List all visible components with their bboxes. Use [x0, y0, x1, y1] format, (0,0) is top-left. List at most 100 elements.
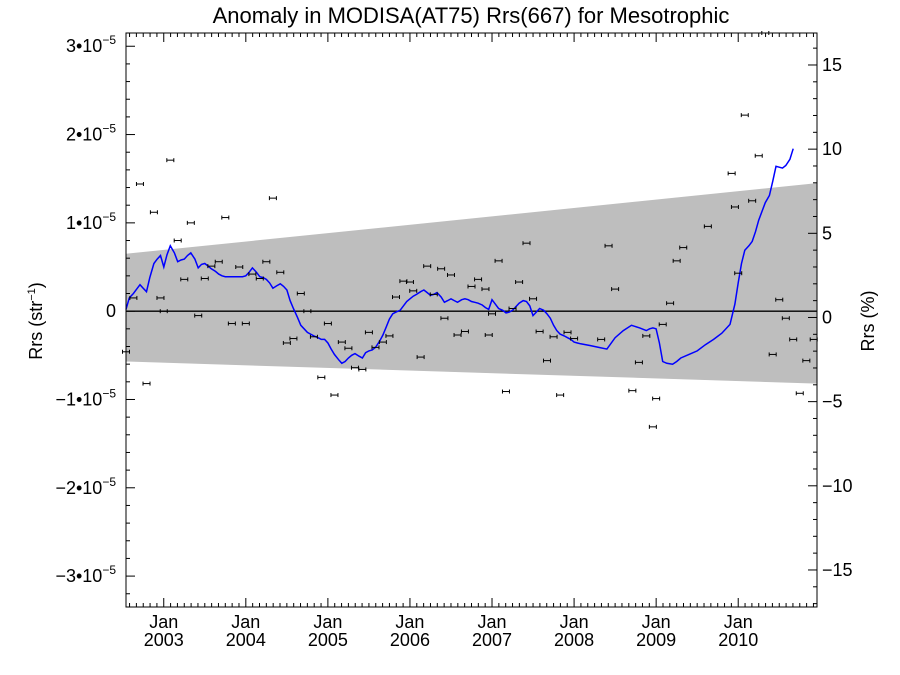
- data-point: [159, 309, 168, 314]
- x-tick-month: Jan: [560, 612, 589, 632]
- data-point: [289, 336, 298, 341]
- data-point: [515, 280, 524, 285]
- data-point: [634, 360, 643, 365]
- x-tick-month: Jan: [395, 612, 424, 632]
- data-point: [317, 375, 326, 380]
- x-tick-month: Jan: [231, 612, 260, 632]
- data-point: [672, 258, 681, 263]
- left-tick-label: 2•10−5: [66, 122, 116, 145]
- x-tick-month: Jan: [313, 612, 342, 632]
- data-point: [556, 393, 565, 398]
- x-tick-year: 2006: [390, 630, 430, 650]
- data-point: [440, 316, 449, 321]
- data-point: [543, 358, 552, 363]
- x-axis-tick-labels: Jan2003Jan2004Jan2005Jan2006Jan2007Jan20…: [144, 612, 759, 650]
- left-tick-label: −3•10−5: [55, 563, 116, 586]
- data-point: [344, 346, 353, 351]
- x-tick-year: 2009: [636, 630, 676, 650]
- x-tick-month: Jan: [478, 612, 507, 632]
- data-point: [129, 295, 138, 300]
- data-point: [371, 345, 380, 350]
- data-point: [200, 276, 209, 281]
- x-tick-month: Jan: [642, 612, 671, 632]
- left-tick-label: −2•10−5: [55, 475, 116, 498]
- data-point: [446, 272, 455, 277]
- anomaly-points: [122, 31, 818, 429]
- data-point: [142, 381, 151, 386]
- right-tick-label: 10: [822, 139, 842, 159]
- y-axis-label-text: Rrs (str: [26, 301, 46, 360]
- data-point: [166, 158, 175, 163]
- data-point: [358, 367, 367, 372]
- data-point: [276, 270, 285, 275]
- data-point: [296, 291, 305, 296]
- x-tick-month: Jan: [724, 612, 753, 632]
- data-point: [337, 340, 346, 345]
- data-point: [570, 336, 579, 341]
- data-point: [730, 204, 739, 209]
- data-point: [549, 334, 558, 339]
- data-point: [173, 238, 182, 243]
- data-point: [484, 333, 493, 338]
- data-point: [522, 241, 531, 246]
- data-point: [282, 340, 291, 345]
- data-point: [429, 292, 438, 297]
- right-tick-label: 5: [822, 223, 832, 243]
- data-point: [248, 272, 257, 277]
- data-point: [227, 321, 236, 326]
- data-point: [658, 322, 667, 327]
- data-point: [149, 210, 158, 215]
- data-point: [666, 301, 675, 306]
- chart-title: Anomaly in MODISA(AT75) Rrs(667) for Mes…: [213, 3, 730, 28]
- data-point: [268, 196, 277, 201]
- x-tick-year: 2008: [554, 630, 594, 650]
- right-tick-label: 0: [822, 307, 832, 327]
- data-point: [703, 224, 712, 229]
- data-point: [652, 396, 661, 401]
- right-tick-label: 15: [822, 55, 842, 75]
- data-point: [529, 296, 538, 301]
- data-point: [309, 334, 318, 339]
- y-axis-label: Rrs (str−1): [26, 282, 46, 360]
- data-point: [453, 333, 462, 338]
- data-point: [474, 277, 483, 282]
- x-tick-year: 2003: [144, 630, 184, 650]
- data-point: [535, 329, 544, 334]
- data-point: [775, 297, 784, 302]
- data-point: [194, 313, 203, 318]
- x-tick-year: 2007: [472, 630, 512, 650]
- data-point: [597, 337, 606, 342]
- left-tick-label: 0: [106, 301, 116, 321]
- y-axis-label-close: ): [26, 282, 46, 288]
- data-point: [734, 271, 743, 276]
- data-point: [740, 113, 749, 118]
- plot-area: [122, 31, 818, 429]
- axis-ticks: [126, 33, 817, 607]
- data-point: [180, 277, 189, 282]
- data-point: [378, 340, 387, 345]
- left-tick-label: 1•10−5: [66, 210, 116, 233]
- right-axis-tick-labels: 15 10 5 0 −5 −10 −15: [822, 55, 853, 580]
- data-point: [207, 264, 216, 269]
- data-point: [423, 264, 432, 269]
- data-point: [467, 284, 476, 289]
- data-point: [789, 337, 798, 342]
- y2-axis-label: Rrs (%): [858, 291, 878, 352]
- right-tick-label: −15: [822, 560, 853, 580]
- data-point: [391, 295, 400, 300]
- data-point: [416, 355, 425, 360]
- data-point: [437, 266, 446, 271]
- data-point: [754, 153, 763, 158]
- data-point: [221, 215, 230, 220]
- confidence-band: [126, 183, 817, 384]
- data-point: [642, 333, 651, 338]
- data-point: [156, 295, 165, 300]
- data-point: [481, 287, 490, 292]
- data-point: [648, 424, 657, 429]
- data-point: [488, 311, 497, 316]
- data-point: [781, 316, 790, 321]
- data-point: [262, 259, 271, 264]
- data-point: [214, 259, 223, 264]
- data-point: [235, 265, 244, 270]
